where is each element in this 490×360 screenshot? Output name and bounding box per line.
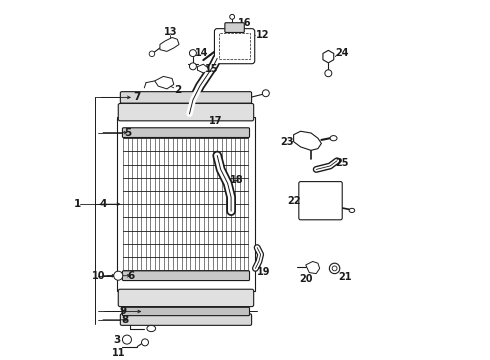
Circle shape <box>332 266 337 271</box>
FancyBboxPatch shape <box>122 271 249 280</box>
Text: 5: 5 <box>124 128 132 138</box>
Text: 12: 12 <box>256 30 269 40</box>
FancyBboxPatch shape <box>225 23 245 32</box>
FancyBboxPatch shape <box>122 307 249 316</box>
Text: 7: 7 <box>133 93 140 102</box>
Text: 23: 23 <box>280 137 294 147</box>
Circle shape <box>190 63 196 70</box>
Text: 21: 21 <box>338 272 352 282</box>
Text: 9: 9 <box>120 306 127 316</box>
FancyBboxPatch shape <box>121 314 251 325</box>
Text: 11: 11 <box>112 348 125 358</box>
FancyBboxPatch shape <box>121 92 251 103</box>
Bar <box>219 33 250 59</box>
Circle shape <box>142 339 148 346</box>
Text: 25: 25 <box>336 158 349 167</box>
Text: 19: 19 <box>257 267 271 277</box>
Text: 15: 15 <box>205 64 219 75</box>
Text: 2: 2 <box>173 85 181 95</box>
Text: 18: 18 <box>229 175 243 185</box>
Circle shape <box>149 51 155 57</box>
Circle shape <box>122 335 131 344</box>
FancyBboxPatch shape <box>215 29 255 64</box>
Text: 6: 6 <box>128 271 135 281</box>
Circle shape <box>230 14 235 19</box>
Circle shape <box>262 90 270 97</box>
Text: 20: 20 <box>299 274 313 284</box>
FancyBboxPatch shape <box>122 128 249 138</box>
FancyBboxPatch shape <box>299 181 342 220</box>
Text: 4: 4 <box>99 199 107 209</box>
Polygon shape <box>306 261 319 274</box>
Polygon shape <box>197 64 208 73</box>
Text: 1: 1 <box>74 199 81 209</box>
Text: 10: 10 <box>93 271 106 281</box>
Circle shape <box>329 263 340 274</box>
Circle shape <box>325 70 332 77</box>
Polygon shape <box>294 131 321 150</box>
Ellipse shape <box>147 325 156 332</box>
FancyBboxPatch shape <box>118 289 254 307</box>
Bar <box>117 117 255 291</box>
Text: 16: 16 <box>238 18 252 28</box>
FancyBboxPatch shape <box>118 103 254 121</box>
Text: 17: 17 <box>209 116 222 126</box>
Polygon shape <box>155 76 174 89</box>
Text: 3: 3 <box>114 334 121 345</box>
Circle shape <box>114 271 123 280</box>
Text: 24: 24 <box>336 48 349 58</box>
Text: 8: 8 <box>121 315 128 325</box>
Text: 14: 14 <box>195 48 208 58</box>
Ellipse shape <box>349 208 355 212</box>
Text: 22: 22 <box>287 196 300 206</box>
Text: 13: 13 <box>164 27 177 37</box>
Ellipse shape <box>330 136 337 141</box>
Polygon shape <box>160 37 179 51</box>
Circle shape <box>190 50 196 57</box>
